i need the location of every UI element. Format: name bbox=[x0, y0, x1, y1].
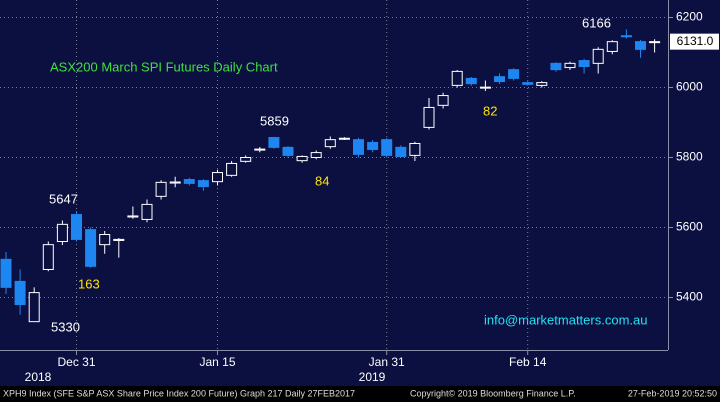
y-tick-label: 6000 bbox=[676, 80, 703, 94]
candle-body bbox=[240, 157, 252, 162]
candle-body bbox=[620, 35, 632, 38]
candle-body bbox=[578, 60, 590, 67]
candle-body bbox=[155, 181, 167, 197]
year-label: 2019 bbox=[359, 370, 386, 384]
candle-body bbox=[635, 41, 646, 50]
candle-body bbox=[56, 223, 68, 243]
y-tick-label: 5800 bbox=[676, 150, 703, 164]
annotation: 5859 bbox=[260, 113, 289, 128]
candle-body bbox=[324, 139, 336, 148]
footer-center: Copyright© 2019 Bloomberg Finance L.P. bbox=[410, 388, 576, 398]
last-price-box bbox=[670, 33, 719, 50]
y-tick-label: 5600 bbox=[676, 220, 703, 234]
candle-body bbox=[381, 139, 393, 156]
x-tick-label: Feb 14 bbox=[509, 355, 547, 369]
chart-title: ASX200 March SPI Futures Daily Chart bbox=[50, 59, 278, 74]
footer-left: XPH9 Index (SFE S&P ASX Share Price Inde… bbox=[3, 388, 355, 398]
candle-body bbox=[606, 41, 618, 52]
footer-right: 27-Feb-2019 20:52:50 bbox=[628, 388, 717, 398]
candle-body bbox=[649, 41, 661, 44]
annotation: 84 bbox=[315, 173, 329, 188]
candle-body bbox=[0, 258, 12, 288]
candle-body bbox=[226, 162, 238, 176]
annotation: 163 bbox=[78, 276, 100, 291]
candle-body bbox=[113, 238, 125, 241]
candle-body bbox=[197, 180, 209, 188]
candle-body bbox=[71, 214, 82, 240]
candle-body bbox=[550, 62, 562, 71]
candle-body bbox=[141, 203, 153, 220]
annotation: 5330 bbox=[51, 319, 80, 334]
candle-body bbox=[42, 244, 54, 270]
candle-body bbox=[494, 76, 505, 83]
last-price-label: 6131.0 bbox=[677, 34, 714, 48]
candle-body bbox=[268, 137, 280, 148]
candle-body bbox=[508, 69, 520, 79]
chart-background bbox=[0, 0, 720, 386]
contact: info@marketmatters.com.au bbox=[484, 312, 647, 327]
candle-body bbox=[437, 95, 449, 106]
candle-body bbox=[536, 82, 548, 86]
candle-body bbox=[212, 172, 223, 183]
annotation: 6166 bbox=[582, 15, 611, 30]
year-label: 2018 bbox=[25, 370, 52, 384]
annotation: 82 bbox=[483, 103, 497, 118]
candle-body bbox=[564, 62, 576, 69]
x-tick-label: Dec 31 bbox=[57, 355, 95, 369]
candle-body bbox=[127, 215, 139, 218]
x-tick-label: Jan 15 bbox=[199, 355, 235, 369]
candle-body bbox=[479, 86, 491, 89]
candle-body bbox=[169, 181, 181, 184]
annotation: 5647 bbox=[49, 191, 78, 206]
candle-body bbox=[423, 106, 435, 128]
candle-body bbox=[465, 77, 477, 85]
candle-body bbox=[409, 143, 421, 156]
candle-body bbox=[310, 152, 322, 159]
candle-body bbox=[522, 82, 534, 85]
candle-body bbox=[254, 148, 266, 151]
candle-body bbox=[353, 139, 364, 155]
candle-body bbox=[28, 292, 40, 323]
footer-background bbox=[0, 386, 720, 402]
candle-body bbox=[451, 70, 463, 86]
y-tick-label: 6200 bbox=[676, 10, 703, 24]
candle-body bbox=[99, 234, 111, 246]
candle-body bbox=[338, 137, 350, 140]
x-tick-label: Jan 31 bbox=[369, 355, 405, 369]
y-tick-label: 5400 bbox=[676, 290, 703, 304]
candle-body bbox=[282, 146, 294, 156]
candle-body bbox=[14, 280, 26, 305]
candle-body bbox=[592, 48, 604, 64]
candle-body bbox=[395, 146, 407, 157]
candle-body bbox=[85, 229, 97, 267]
candle-body bbox=[183, 179, 195, 184]
candle-body bbox=[367, 141, 379, 150]
candle-body bbox=[296, 155, 308, 162]
